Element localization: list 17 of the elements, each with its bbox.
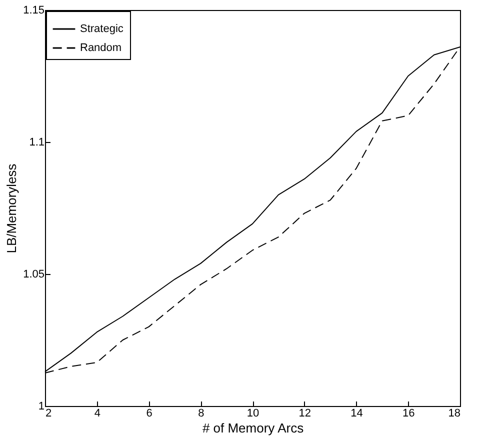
x-tick-label: 16	[402, 408, 415, 420]
y-tick-label: 1.1	[29, 136, 44, 148]
y-tick-label: 1.15	[23, 4, 44, 16]
x-tick-label: 14	[350, 408, 363, 420]
y-tick-label: 1	[38, 400, 44, 412]
y-axis-title: LB/Memoryless	[4, 163, 20, 254]
x-tick-label: 12	[298, 408, 311, 420]
x-tick-label: 10	[246, 408, 260, 420]
x-tick-label: 4	[94, 408, 100, 420]
x-tick-label: 18	[448, 408, 460, 420]
x-axis-title: # of Memory Arcs	[202, 420, 304, 436]
x-tick-label: 8	[198, 408, 204, 420]
legend-label: Strategic	[80, 23, 124, 35]
legend-label: Random	[80, 42, 122, 54]
x-tick-label: 2	[46, 408, 52, 420]
x-tick-label: 6	[146, 408, 152, 420]
y-tick-label: 1.05	[23, 268, 44, 280]
